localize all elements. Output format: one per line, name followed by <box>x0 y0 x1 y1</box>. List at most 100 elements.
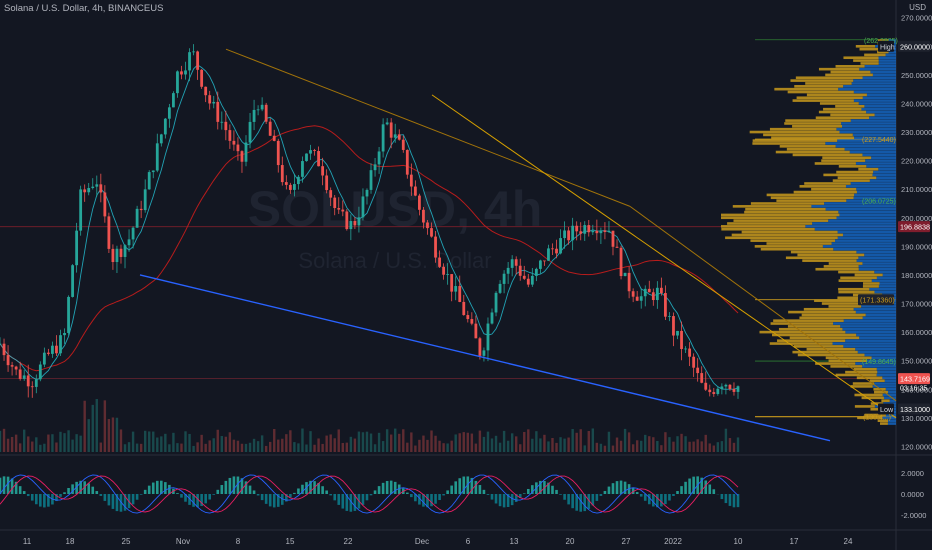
vp-bar-up <box>859 67 896 71</box>
volume-bar <box>426 439 429 452</box>
time-tick-label: Nov <box>176 537 190 546</box>
osc-hist-bar <box>204 494 207 504</box>
volume-bar <box>188 433 191 452</box>
candle-body <box>712 392 716 394</box>
osc-hist-bar <box>692 476 695 494</box>
candle-body <box>405 149 409 175</box>
vp-bar-down <box>804 182 851 185</box>
volume-bar <box>361 432 365 452</box>
volume-bar <box>95 399 98 452</box>
candle-body <box>607 230 611 232</box>
candle-body <box>365 189 369 197</box>
osc-hist-bar <box>474 480 478 494</box>
osc-hist-bar <box>418 494 421 505</box>
vp-bar-up <box>871 156 896 160</box>
candle-body <box>313 150 316 151</box>
osc-hist-bar <box>599 494 603 496</box>
time-tick-label: 24 <box>844 537 853 546</box>
volume-bar <box>208 440 211 452</box>
candle-body <box>720 386 724 389</box>
volume-bar <box>446 443 449 452</box>
volume-bar <box>232 439 236 452</box>
osc-hist-bar <box>10 478 14 494</box>
volume-bar <box>571 429 574 452</box>
volume-bar <box>168 444 171 452</box>
vp-bar-up <box>837 139 896 142</box>
vp-bar-up <box>869 116 896 120</box>
osc-hist-bar <box>285 494 288 502</box>
osc-hist-bar <box>256 494 260 496</box>
volume-bar <box>83 400 86 452</box>
volume-bar <box>0 430 2 452</box>
volume-bar <box>156 437 159 452</box>
osc-hist-bar <box>111 494 115 509</box>
candle-body <box>147 172 151 190</box>
osc-hist-bar <box>123 494 127 511</box>
osc-hist-bar <box>168 484 171 494</box>
candle-body <box>571 225 575 241</box>
osc-hist-bar <box>583 494 587 512</box>
vp-bar-up <box>811 205 896 208</box>
label-130: (130.4...) <box>863 415 891 422</box>
volume-bar <box>204 443 207 452</box>
vp-bar-down <box>790 250 857 254</box>
vp-bar-down <box>785 119 851 122</box>
volume-bar <box>656 440 659 452</box>
osc-hist-bar <box>248 485 252 494</box>
osc-hist-bar <box>555 489 558 494</box>
volume-bar <box>587 431 590 452</box>
candle-body <box>530 275 534 285</box>
candle-body <box>623 272 627 277</box>
osc-hist-bar <box>87 483 91 494</box>
candle-body <box>180 71 183 75</box>
vp-bar-up <box>885 53 896 57</box>
candle-body <box>95 184 99 187</box>
osc-hist-bar <box>196 494 199 508</box>
candle-body <box>700 373 704 383</box>
candle-body <box>563 230 566 239</box>
vp-bar-up <box>855 347 896 351</box>
candle-body <box>305 153 308 162</box>
vp-bar-up <box>835 145 896 148</box>
volume-bar <box>148 431 151 452</box>
candle-body <box>639 296 643 301</box>
osc-hist-bar <box>470 477 474 494</box>
vp-bar-down <box>766 193 855 197</box>
vp-bar-up <box>836 216 896 220</box>
volume-bar <box>373 444 377 452</box>
vp-bar-down <box>789 336 860 340</box>
vp-bar-down <box>754 245 823 248</box>
candle-body <box>688 348 692 357</box>
vp-bar-up <box>882 376 896 380</box>
vp-bar-up <box>814 227 896 231</box>
candle-body <box>369 170 373 190</box>
osc-hist-bar <box>103 494 107 501</box>
osc-tick-label: 0.0000 <box>901 490 924 499</box>
osc-hist-bar <box>34 494 38 505</box>
volume-bar <box>345 442 349 452</box>
vp-bar-down <box>821 159 866 162</box>
volume-bar <box>494 435 498 452</box>
osc-hist-bar <box>67 487 70 494</box>
volume-bar <box>236 440 240 452</box>
label-260: 260.0000 <box>898 40 930 52</box>
osc-hist-bar <box>652 494 655 507</box>
price-tick-label: 220.0000 <box>901 157 932 166</box>
osc-hist-bar <box>63 492 66 494</box>
candle-body <box>244 142 248 162</box>
vp-bar-down <box>845 370 878 374</box>
volume-bar <box>268 441 272 452</box>
candle-body <box>579 231 583 234</box>
volume-bar <box>672 441 675 452</box>
osc-hist-bar <box>47 494 50 507</box>
volume-bar <box>228 432 232 452</box>
osc-hist-bar <box>518 494 522 498</box>
volume-bar <box>333 438 336 452</box>
label-171-bg <box>858 294 894 306</box>
volume-bar <box>200 434 203 452</box>
candle-body <box>490 312 494 324</box>
vp-bar-up <box>842 233 896 237</box>
vp-bar-down <box>777 339 846 342</box>
